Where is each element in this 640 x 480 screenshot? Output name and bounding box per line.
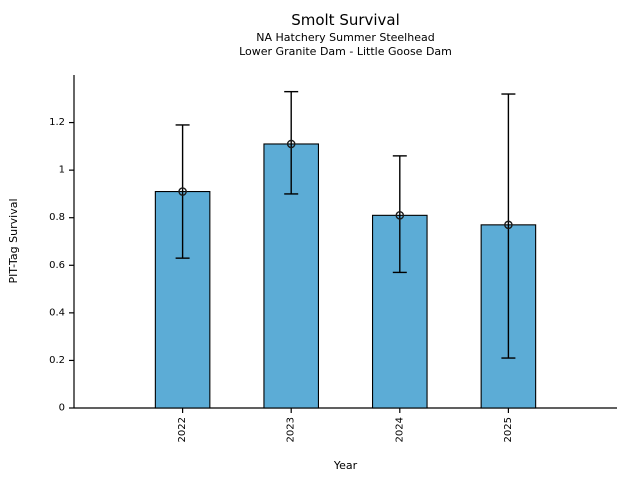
- y-tick-label: 0.4: [49, 307, 65, 318]
- x-tick-label-2024: 2024: [394, 417, 405, 442]
- y-tick-label: 0.6: [49, 260, 65, 271]
- chart-subtitle-line1: NA Hatchery Summer Steelhead: [256, 31, 435, 44]
- chart-subtitle-line2: Lower Granite Dam - Little Goose Dam: [239, 45, 452, 58]
- y-tick-label: 0: [59, 403, 65, 414]
- y-tick-label: 0.2: [49, 355, 65, 366]
- point-marker-2023: [286, 139, 296, 149]
- x-tick-label-2023: 2023: [286, 417, 297, 442]
- x-tick-label-2025: 2025: [503, 417, 514, 442]
- point-marker-2022: [178, 187, 187, 196]
- y-tick-label: 1.2: [49, 117, 65, 128]
- x-axis-label: Year: [333, 459, 358, 472]
- chart-title: Smolt Survival: [291, 11, 400, 29]
- point-marker-2025: [504, 220, 513, 230]
- point-marker-2024: [395, 211, 405, 220]
- y-tick-label: 1: [59, 165, 65, 176]
- x-tick-label-2022: 2022: [177, 417, 188, 442]
- y-tick-label: 0.8: [49, 212, 65, 223]
